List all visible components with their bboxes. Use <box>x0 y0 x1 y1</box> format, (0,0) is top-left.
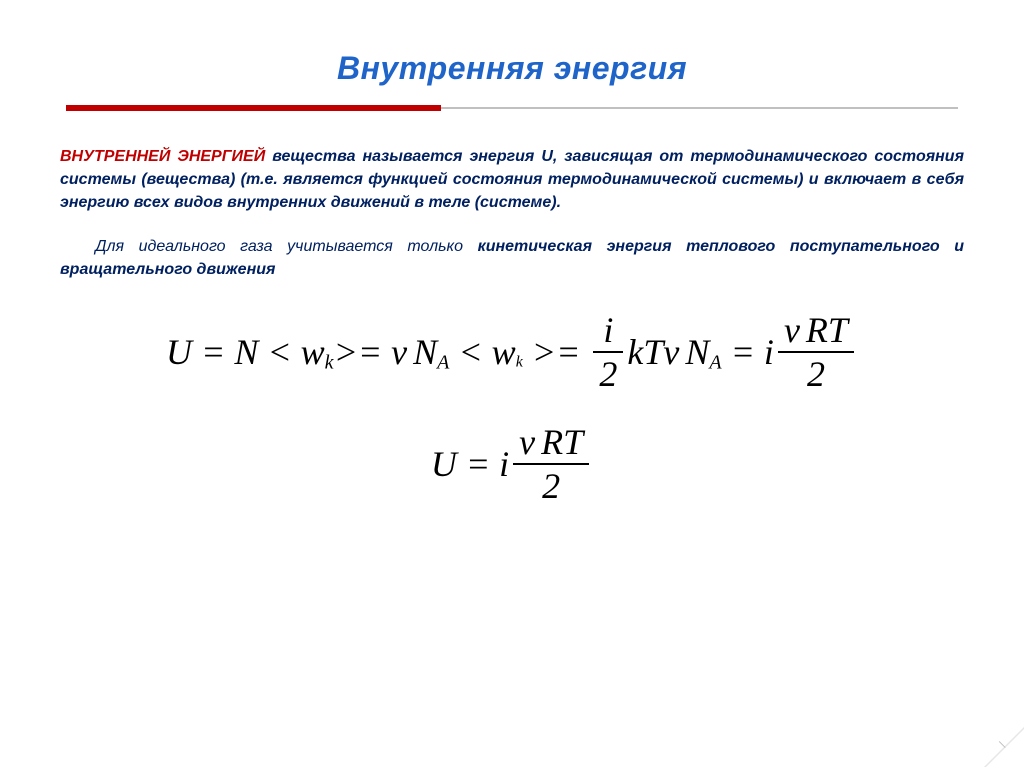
ff-nu: ν <box>519 422 535 462</box>
ff-frac-den: 2 <box>513 463 589 507</box>
fm-i: i <box>764 332 774 372</box>
formula-result: U = iνRT2 <box>60 421 964 507</box>
ideal-gas-paragraph: Для идеального газа учитывается только к… <box>60 235 964 281</box>
fm-gt1: > <box>334 332 358 372</box>
formula-derivation: U = N < wk>= νNA < wk >= i2kTνNA = iνRT2 <box>60 309 964 395</box>
fm-NA-N: N <box>413 332 437 372</box>
fm-frac-nuRT-den: 2 <box>778 351 854 395</box>
fm-frac-T: T <box>828 310 848 350</box>
fm-NA-A: A <box>437 351 449 373</box>
page-corner-fold <box>984 727 1024 767</box>
fm-eq1: = <box>192 332 234 372</box>
fm-NA2-A: A <box>709 351 721 373</box>
fm-eq3: = <box>556 332 589 372</box>
ideal-gas-text-a: Для идеального газа учитывается только <box>95 238 477 255</box>
fm-eq2: = <box>358 332 391 372</box>
fm-frac-i2-den: 2 <box>593 351 623 395</box>
ff-i: i <box>499 444 509 484</box>
ff-U: U <box>431 444 457 484</box>
fm-gt2: > <box>523 332 556 372</box>
fm-nu2: ν <box>663 332 679 372</box>
fm-eq4: = <box>722 332 764 372</box>
fm-w2: w <box>492 332 516 372</box>
definition-lead: ВНУТРЕННЕЙ ЭНЕРГИЕЙ <box>60 148 265 165</box>
fold-crease <box>999 741 1021 763</box>
slide-title: Внутренняя энергия <box>60 50 964 87</box>
slide-container: Внутренняя энергия ВНУТРЕННЕЙ ЭНЕРГИЕЙ в… <box>0 0 1024 557</box>
fm-U: U <box>166 332 192 372</box>
divider-grey-line <box>441 107 958 109</box>
definition-paragraph: ВНУТРЕННЕЙ ЭНЕРГИЕЙ вещества называется … <box>60 145 964 215</box>
fm-frac-nuRT-num: νRT <box>778 309 854 351</box>
fm-k: k <box>627 332 643 372</box>
fm-N: N <box>234 332 258 372</box>
fm-lt1: < <box>258 332 300 372</box>
fm-frac-R: R <box>806 310 828 350</box>
fm-frac-nu: ν <box>784 310 800 350</box>
ff-R: R <box>541 422 563 462</box>
ff-frac: νRT2 <box>513 421 589 507</box>
title-divider <box>66 105 958 111</box>
fm-w1: w <box>301 332 325 372</box>
fm-frac-i2: i2 <box>593 309 623 395</box>
fm-lt2: < <box>449 332 491 372</box>
divider-red-bar <box>66 105 441 111</box>
fm-T: T <box>643 332 663 372</box>
fm-nu1: ν <box>391 332 407 372</box>
fm-wsub2: k <box>516 353 523 370</box>
fm-frac-nuRT: νRT2 <box>778 309 854 395</box>
fm-frac-i2-num: i <box>593 309 623 351</box>
ff-eq: = <box>457 444 499 484</box>
fm-NA2-N: N <box>685 332 709 372</box>
fm-wsub1: k <box>325 351 334 373</box>
ff-T: T <box>563 422 583 462</box>
ff-frac-num: νRT <box>513 421 589 463</box>
